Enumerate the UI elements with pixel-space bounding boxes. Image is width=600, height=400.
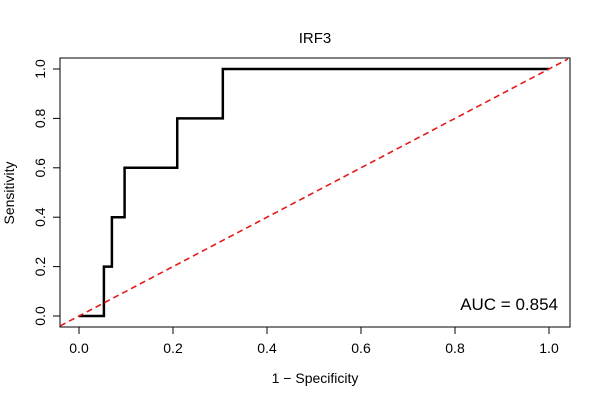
x-tick-label: 1.0 <box>539 340 559 356</box>
x-tick-label: 0.6 <box>351 340 371 356</box>
y-tick-label: 0.4 <box>32 207 48 227</box>
x-axis-label: 1 − Specificity <box>272 370 359 386</box>
roc-curve-line <box>79 67 549 318</box>
x-axis: 0.0 0.2 0.4 0.6 0.8 1.0 <box>69 326 559 356</box>
y-tick-label: 1.0 <box>32 59 48 79</box>
x-tick-label: 0.2 <box>163 340 183 356</box>
y-tick-label: 0.8 <box>32 108 48 128</box>
y-axis-label: Sensitivity <box>1 161 17 224</box>
y-tick-label: 0.0 <box>32 306 48 326</box>
x-tick-label: 0.8 <box>445 340 465 356</box>
plot-area <box>59 57 571 328</box>
chart-title: IRF3 <box>299 30 332 47</box>
y-tick-label: 0.2 <box>32 257 48 277</box>
y-tick-label: 0.6 <box>32 158 48 178</box>
reference-diagonal-line <box>60 58 569 327</box>
y-axis: 0.0 0.2 0.4 0.6 0.8 1.0 <box>32 59 61 326</box>
x-tick-label: 0.4 <box>257 340 277 356</box>
x-tick-label: 0.0 <box>69 340 89 356</box>
auc-annotation: AUC = 0.854 <box>460 295 558 314</box>
